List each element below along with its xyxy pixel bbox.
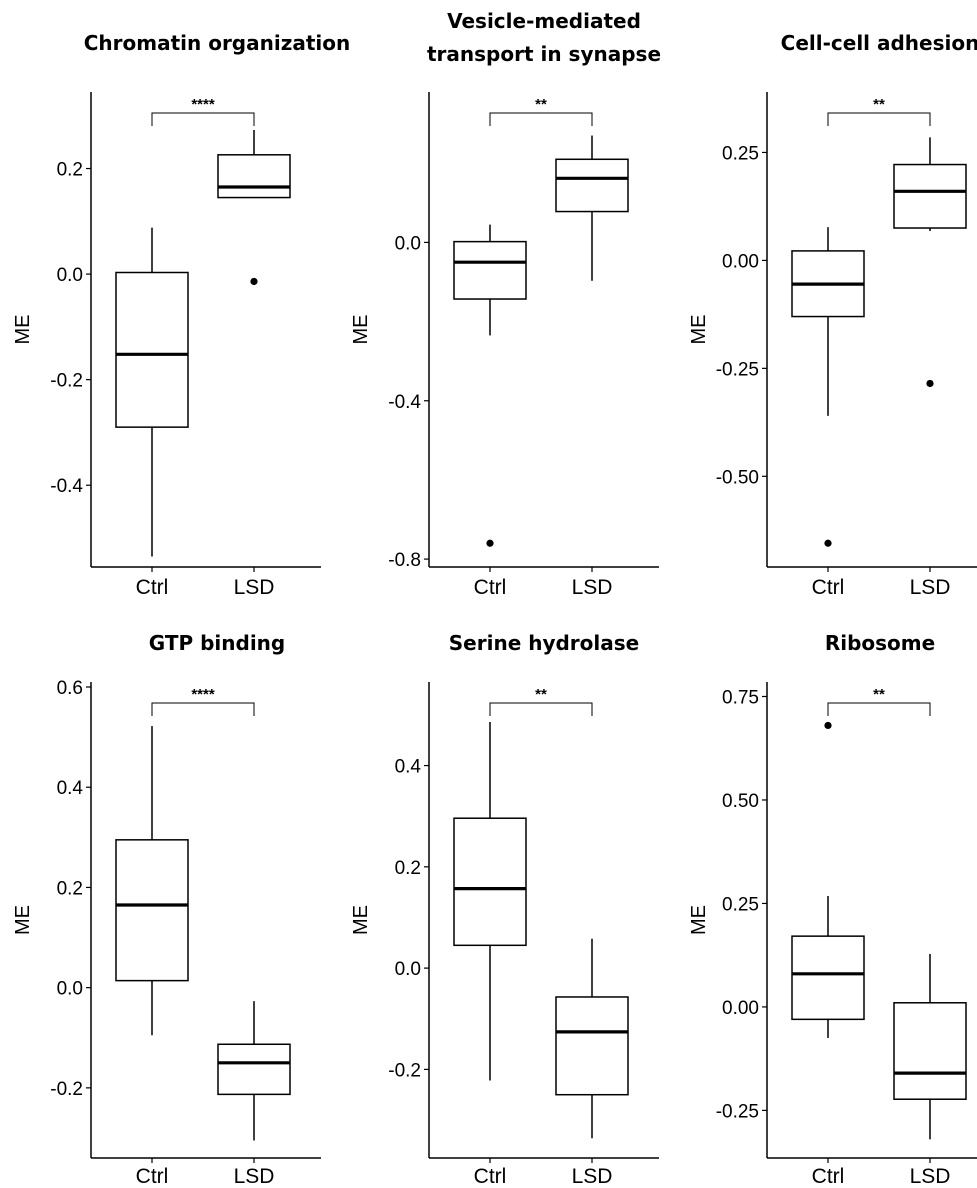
outlier-point [250,277,258,286]
panel-2: Vesicle-mediated transport in synapse 0.0 -… [350,9,661,599]
y-tick-label: -0.2 [50,1079,83,1100]
outlier-point [824,721,832,730]
iqr-box [893,1002,967,1100]
y-tick-label: 0.4 [395,757,422,778]
x-category-label: LSD [910,576,951,599]
x-category-label: Ctrl [136,576,169,599]
panel-title: Ribosome [825,631,935,655]
x-category-label: Ctrl [812,1165,845,1188]
x-category-label: LSD [234,1165,275,1188]
y-tick-label: -0.2 [50,371,83,392]
box-ctrl [115,227,189,557]
significance-label: ** [535,686,547,703]
iqr-box [453,240,527,300]
y-tick-label: 0.2 [57,160,83,181]
x-category-label: LSD [572,1165,613,1188]
panel-title: Vesicle-mediated [447,9,641,33]
iqr-box [453,817,527,947]
significance-bracket [489,702,593,716]
panel-4: GTP binding 0.6 0.4 0.2 0.0 -0.2 ME Ctrl LSD **** [12,631,321,1188]
iqr-box [555,158,629,213]
outlier-point [486,539,494,547]
significance-label: **** [191,96,215,113]
y-tick-label: 0.00 [722,251,759,272]
iqr-box [217,154,291,199]
outlier-point [824,539,832,547]
significance-bracket [827,112,931,126]
significance-bracket [151,112,255,126]
iqr-box [893,163,967,229]
panel-1: Chromatin organization 0.2 0.0 -0.2 -0.4 ME Ct… [12,31,350,599]
y-tick-label: -0.25 [716,359,759,380]
y-tick-label: 0.75 [722,687,759,708]
box-ctrl [791,721,865,1038]
y-tick-label: 0.25 [722,143,759,164]
y-tick-label: 0.50 [722,791,759,812]
y-tick-label: 0.4 [57,778,84,799]
significance-label: ** [535,96,547,113]
outlier-point [926,379,934,388]
significance-bracket [827,702,931,716]
iqr-box [217,1043,291,1096]
x-category-label: Ctrl [136,1165,169,1188]
significance-label: **** [191,686,215,703]
iqr-box [115,271,189,428]
panel-title: transport in synapse [427,42,661,66]
panel-title: Cell-cell adhesion [781,31,977,55]
y-tick-label: 0.2 [395,858,421,879]
y-axis-title: ME [12,905,34,935]
box-lsd [217,130,291,286]
x-category-label: Ctrl [474,576,507,599]
iqr-box [791,935,865,1021]
x-category-label: LSD [234,576,275,599]
y-axis-title: ME [688,905,710,935]
panel-title: Chromatin organization [84,31,351,55]
y-tick-label: -0.2 [388,1060,421,1081]
y-axis-title: ME [350,905,372,935]
x-category-label: LSD [910,1165,951,1188]
y-axis-title: ME [350,315,372,345]
panel-3: Cell-cell adhesion 0.25 0.00 -0.25 -0.50 ME Ct… [688,31,977,599]
iqr-box [115,839,189,982]
box-lsd [555,135,629,281]
box-ctrl [453,224,527,547]
y-tick-label: -0.25 [716,1101,759,1122]
y-tick-label: -0.4 [50,476,83,497]
panel-title: GTP binding [149,631,285,655]
y-tick-label: 0.0 [57,265,83,286]
y-tick-label: -0.8 [388,550,421,571]
panel-6: Ribosome 0.75 0.50 0.25 0.00 -0.25 ME Ctrl LSD ** [688,631,977,1188]
y-tick-label: 0.6 [57,678,83,699]
x-category-label: Ctrl [812,576,845,599]
y-tick-label: -0.50 [716,467,759,488]
significance-label: ** [873,686,885,703]
box-ctrl [791,227,865,547]
y-tick-label: 0.00 [722,998,759,1019]
y-tick-label: 0.0 [57,979,83,1000]
box-ctrl [115,726,189,1036]
x-category-label: LSD [572,576,613,599]
box-ctrl [453,722,527,1081]
y-tick-label: 0.2 [57,878,83,899]
y-axis-title: ME [12,315,34,345]
panel-5: Serine hydrolase 0.4 0.2 0.0 -0.2 ME Ctrl LSD ** [350,631,659,1188]
y-tick-label: -0.4 [388,392,421,413]
significance-label: ** [873,96,885,113]
y-tick-label: 0.0 [395,959,421,980]
y-axis-title: ME [688,315,710,345]
significance-bracket [489,112,593,126]
y-tick-label: 0.0 [395,233,421,254]
y-tick-label: 0.25 [722,894,759,915]
box-lsd [893,953,967,1140]
panel-title: Serine hydrolase [449,631,639,655]
box-lsd [217,1001,291,1141]
box-lsd [555,938,629,1139]
box-lsd [893,137,967,388]
significance-bracket [151,702,255,716]
iqr-box [555,996,629,1096]
x-category-label: Ctrl [474,1165,507,1188]
